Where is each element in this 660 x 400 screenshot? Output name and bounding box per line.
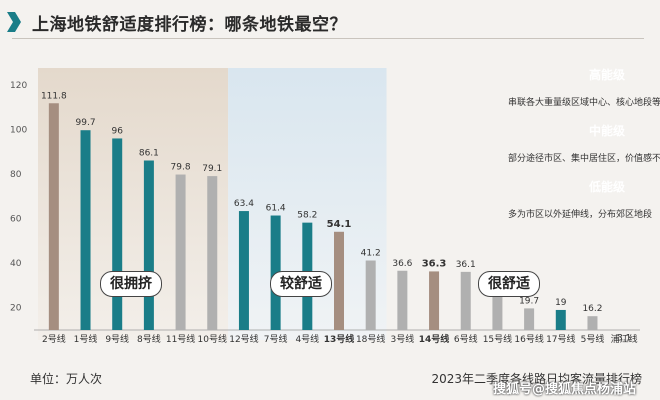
title-divider [12, 38, 644, 39]
value-label-11号线: 79.8 [171, 163, 191, 173]
bar-5号线 [587, 316, 598, 330]
y-tick-label: 120 [10, 81, 27, 91]
legend-desc-high: 串联各大重量级区域中心、核心地段等 [508, 98, 660, 108]
category-label-浦江线: 浦江线 [611, 333, 638, 345]
value-label-浦江线: 3.1 [617, 333, 631, 343]
value-label-16号线: 19.7 [519, 296, 539, 306]
category-label-2号线: 2号线 [42, 333, 66, 345]
value-label-9号线: 96 [111, 126, 123, 136]
bar-16号线 [524, 308, 535, 330]
unit-note: 单位：万人次 [30, 372, 103, 386]
bar-3号线 [397, 270, 408, 330]
category-label-3号线: 3号线 [391, 333, 415, 345]
bar-14号线 [429, 271, 440, 330]
value-label-2号线: 111.8 [41, 91, 67, 101]
bar-6号线 [460, 271, 471, 330]
category-label-9号线: 9号线 [105, 333, 129, 345]
y-tick-label: 80 [10, 170, 22, 180]
value-label-6号线: 36.1 [456, 260, 476, 270]
value-label-12号线: 63.4 [234, 199, 254, 209]
page-title: 上海地铁舒适度排行榜：哪条地铁最空？ [32, 15, 347, 35]
crowded-band [38, 68, 229, 340]
bar-1号线 [80, 130, 91, 330]
group-label-very-comfortable: 很舒适 [478, 271, 540, 297]
bar-2号线 [48, 103, 59, 330]
category-label-5号线: 5号线 [581, 333, 605, 345]
legend-badge-high: 高能级 [588, 68, 625, 82]
category-label-10号线: 10号线 [198, 333, 227, 345]
category-label-7号线: 7号线 [264, 333, 288, 345]
bar-11号线 [175, 174, 186, 330]
value-label-17号线: 19 [555, 298, 567, 308]
category-label-4号线: 4号线 [295, 333, 319, 345]
source-note: 2023年二季度各线路日均客流量排行榜 [431, 372, 642, 386]
legend-desc-low: 多为市区以外延伸线，分布郊区地段 [508, 210, 653, 220]
value-label-5号线: 16.2 [582, 304, 602, 314]
category-label-13号线: 13号线 [324, 333, 355, 345]
category-label-12号线: 12号线 [229, 333, 258, 345]
bar-10号线 [207, 176, 218, 330]
legend-badge-low: 低能级 [588, 180, 625, 194]
bar-15号线 [492, 285, 503, 330]
title-marker-icon [7, 12, 21, 32]
category-label-18号线: 18号线 [356, 333, 385, 345]
y-tick-label: 100 [10, 126, 27, 136]
y-tick-label: 60 [10, 215, 22, 225]
value-label-13号线: 54.1 [327, 219, 352, 230]
category-label-14号线: 14号线 [419, 333, 450, 345]
category-label-17号线: 17号线 [546, 333, 575, 345]
category-label-15号线: 15号线 [483, 333, 512, 345]
value-label-7号线: 61.4 [266, 204, 286, 214]
value-label-3号线: 36.6 [392, 259, 412, 269]
bar-13号线 [334, 231, 344, 330]
category-label-16号线: 16号线 [514, 333, 543, 345]
y-tick-label: 20 [10, 304, 22, 314]
bar-9号线 [112, 138, 123, 330]
value-label-14号线: 36.3 [422, 258, 447, 269]
legend-desc-mid: 部分途径市区、集中居住区，价值感不强 [508, 154, 660, 164]
value-label-10号线: 79.1 [202, 164, 222, 174]
bar-12号线 [238, 211, 249, 330]
bar-17号线 [555, 309, 566, 330]
group-label-crowded: 很拥挤 [100, 271, 162, 297]
bar-8号线 [143, 160, 154, 330]
watermark: 搜狐号@搜狐焦点杨浦站 [492, 382, 636, 397]
category-label-1号线: 1号线 [74, 333, 98, 345]
category-label-8号线: 8号线 [137, 333, 161, 345]
value-label-18号线: 41.2 [361, 249, 381, 259]
group-label-comfortable: 较舒适 [270, 271, 332, 297]
value-label-4号线: 58.2 [297, 211, 317, 221]
y-tick-label: 40 [10, 259, 22, 269]
bar-18号线 [365, 260, 376, 330]
legend-badge-mid: 中能级 [588, 124, 625, 138]
value-label-8号线: 86.1 [139, 149, 159, 159]
category-label-6号线: 6号线 [454, 333, 478, 345]
category-label-11号线: 11号线 [166, 333, 195, 345]
value-label-1号线: 99.7 [76, 118, 96, 128]
